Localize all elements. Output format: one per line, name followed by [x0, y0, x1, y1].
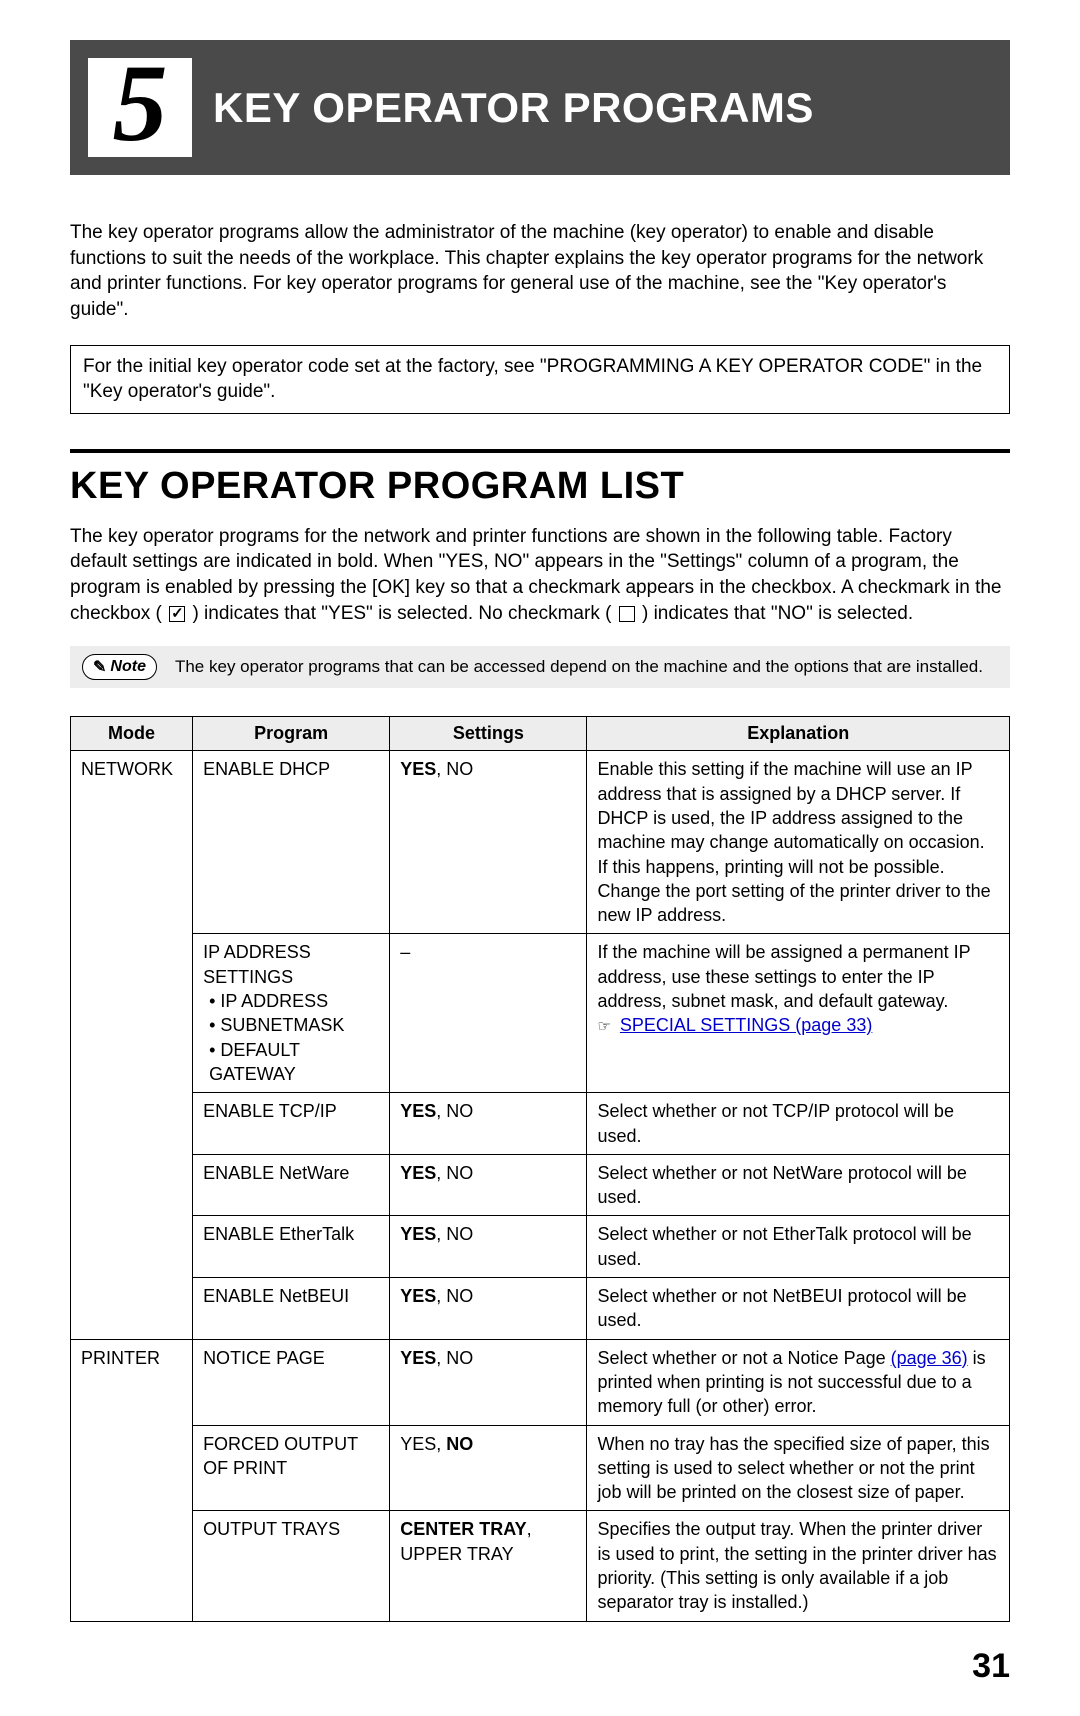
explanation-cell: Select whether or not TCP/IP protocol wi… — [587, 1093, 1010, 1155]
special-settings-link[interactable]: SPECIAL SETTINGS (page 33) — [620, 1015, 872, 1035]
table-row: OUTPUT TRAYS CENTER TRAY, UPPER TRAY Spe… — [71, 1511, 1010, 1621]
settings-bold: YES — [400, 1101, 436, 1121]
section-title: KEY OPERATOR PROGRAM LIST — [70, 465, 1010, 508]
program-cell: ENABLE DHCP — [193, 751, 390, 934]
intro-paragraph: The key operator programs allow the admi… — [70, 220, 1010, 323]
table-row: ENABLE TCP/IP YES, NO Select whether or … — [71, 1093, 1010, 1155]
section-paragraph: The key operator programs for the networ… — [70, 524, 1010, 627]
program-cell: NOTICE PAGE — [193, 1339, 390, 1425]
settings-cell: YES, NO — [390, 1154, 587, 1216]
header-settings: Settings — [390, 717, 587, 751]
header-mode: Mode — [71, 717, 193, 751]
settings-bold: YES — [400, 1224, 436, 1244]
table-row: FORCED OUTPUT OF PRINT YES, NO When no t… — [71, 1425, 1010, 1511]
chapter-number: 5 — [113, 48, 168, 158]
table-row: IP ADDRESS SETTINGS IP ADDRESS SUBNETMAS… — [71, 934, 1010, 1093]
explanation-cell: Select whether or not NetBEUI protocol w… — [587, 1278, 1010, 1340]
program-cell: ENABLE EtherTalk — [193, 1216, 390, 1278]
program-cell: IP ADDRESS SETTINGS IP ADDRESS SUBNETMAS… — [193, 934, 390, 1093]
explanation-cell: Select whether or not EtherTalk protocol… — [587, 1216, 1010, 1278]
mode-cell: NETWORK — [71, 751, 193, 1339]
header-program: Program — [193, 717, 390, 751]
chapter-number-box: 5 — [85, 55, 195, 160]
pointer-icon: ☞ — [597, 1018, 610, 1035]
settings-cell: YES, NO — [390, 1093, 587, 1155]
settings-rest: , NO — [436, 1163, 473, 1183]
explanation-text: If the machine will be assigned a perman… — [597, 942, 970, 1011]
program-cell: ENABLE NetWare — [193, 1154, 390, 1216]
settings-cell: – — [390, 934, 587, 1093]
note-label: Note — [110, 658, 146, 676]
info-box: For the initial key operator code set at… — [70, 345, 1010, 414]
pencil-icon: ✎ — [93, 657, 106, 677]
settings-pre: YES, — [400, 1434, 446, 1454]
subitem: IP ADDRESS — [209, 989, 379, 1013]
explanation-cell: Specifies the output tray. When the prin… — [587, 1511, 1010, 1621]
settings-bold: YES — [400, 1163, 436, 1183]
explanation-cell: Enable this setting if the machine will … — [587, 751, 1010, 934]
settings-rest: , NO — [436, 1224, 473, 1244]
explanation-pre: Select whether or not a Notice Page — [597, 1348, 890, 1368]
section-para-part3: ) indicates that "NO" is selected. — [642, 603, 913, 624]
explanation-cell: Select whether or not a Notice Page (pag… — [587, 1339, 1010, 1425]
program-cell: ENABLE NetBEUI — [193, 1278, 390, 1340]
settings-bold: YES — [400, 1348, 436, 1368]
note-text: The key operator programs that can be ac… — [175, 656, 983, 678]
settings-cell: YES, NO — [390, 1339, 587, 1425]
settings-rest: , NO — [436, 759, 473, 779]
subitem: DEFAULT GATEWAY — [209, 1038, 379, 1087]
note-badge: ✎ Note — [82, 654, 157, 680]
explanation-cell: If the machine will be assigned a perman… — [587, 934, 1010, 1093]
program-label: IP ADDRESS SETTINGS — [203, 942, 311, 986]
section-para-part2: ) indicates that "YES" is selected. No c… — [192, 603, 611, 624]
program-subitems: IP ADDRESS SUBNETMASK DEFAULT GATEWAY — [203, 989, 379, 1086]
settings-cell: CENTER TRAY, UPPER TRAY — [390, 1511, 587, 1621]
table-row: PRINTER NOTICE PAGE YES, NO Select wheth… — [71, 1339, 1010, 1425]
page-link[interactable]: (page 36) — [891, 1348, 968, 1368]
settings-bold: CENTER TRAY — [400, 1519, 526, 1539]
program-cell: ENABLE TCP/IP — [193, 1093, 390, 1155]
table-row: ENABLE NetWare YES, NO Select whether or… — [71, 1154, 1010, 1216]
settings-bold: YES — [400, 1286, 436, 1306]
table-row: NETWORK ENABLE DHCP YES, NO Enable this … — [71, 751, 1010, 934]
program-table: Mode Program Settings Explanation NETWOR… — [70, 716, 1010, 1621]
program-cell: FORCED OUTPUT OF PRINT — [193, 1425, 390, 1511]
header-explanation: Explanation — [587, 717, 1010, 751]
settings-rest: , NO — [436, 1286, 473, 1306]
chapter-title: KEY OPERATOR PROGRAMS — [213, 84, 814, 132]
settings-cell: YES, NO — [390, 1216, 587, 1278]
settings-cell: YES, NO — [390, 751, 587, 934]
explanation-cell: Select whether or not NetWare protocol w… — [587, 1154, 1010, 1216]
program-cell: OUTPUT TRAYS — [193, 1511, 390, 1621]
checkbox-empty-icon — [619, 606, 635, 622]
checkbox-checked-icon — [169, 606, 185, 622]
table-row: ENABLE EtherTalk YES, NO Select whether … — [71, 1216, 1010, 1278]
settings-rest: , NO — [436, 1348, 473, 1368]
settings-cell: YES, NO — [390, 1278, 587, 1340]
table-row: ENABLE NetBEUI YES, NO Select whether or… — [71, 1278, 1010, 1340]
settings-rest: , NO — [436, 1101, 473, 1121]
page-number: 31 — [70, 1647, 1010, 1686]
note-row: ✎ Note The key operator programs that ca… — [70, 646, 1010, 688]
settings-bold: NO — [446, 1434, 473, 1454]
mode-cell: PRINTER — [71, 1339, 193, 1621]
table-header-row: Mode Program Settings Explanation — [71, 717, 1010, 751]
subitem: SUBNETMASK — [209, 1013, 379, 1037]
section-rule — [70, 449, 1010, 453]
settings-cell: YES, NO — [390, 1425, 587, 1511]
chapter-header: 5 KEY OPERATOR PROGRAMS — [70, 40, 1010, 175]
explanation-cell: When no tray has the specified size of p… — [587, 1425, 1010, 1511]
settings-bold: YES — [400, 759, 436, 779]
